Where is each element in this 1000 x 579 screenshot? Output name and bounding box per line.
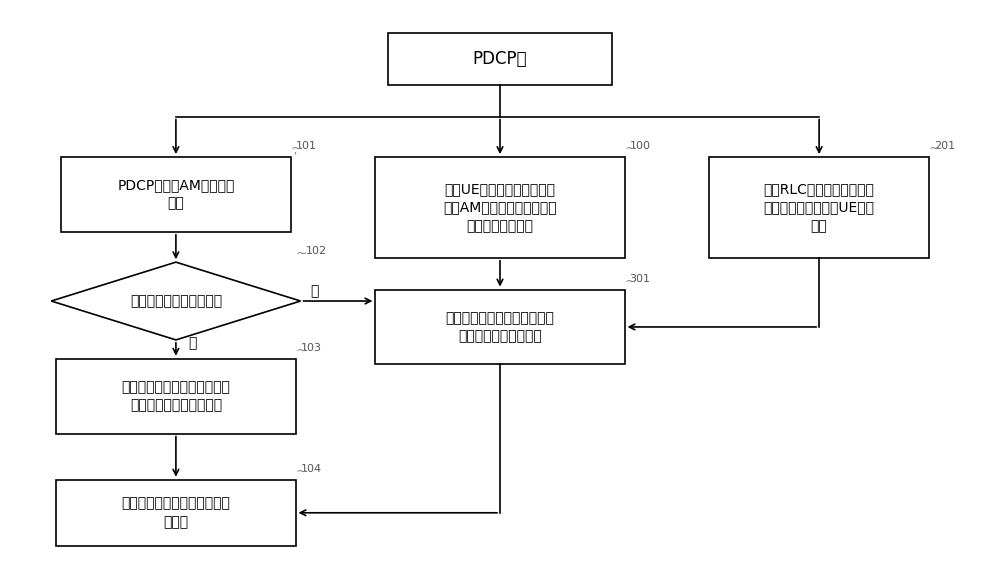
Polygon shape (51, 262, 301, 340)
Text: ~: ~ (296, 343, 307, 357)
Text: 201: 201 (934, 141, 955, 151)
Text: PDCP层收到AM业务的数
据包: PDCP层收到AM业务的数 据包 (117, 178, 235, 211)
FancyBboxPatch shape (56, 479, 296, 546)
Text: ~: ~ (929, 142, 940, 156)
Text: 100: 100 (630, 141, 651, 151)
FancyBboxPatch shape (388, 33, 612, 85)
Text: 103: 103 (301, 343, 322, 353)
Text: 将数据包缓存到缓存队列中已
存储的数据包所在的位置: 将数据包缓存到缓存队列中已 存储的数据包所在的位置 (121, 380, 230, 412)
Text: 缓存队列中是否存满数据: 缓存队列中是否存满数据 (130, 294, 222, 308)
Text: ~: ~ (296, 464, 307, 478)
Text: ~: ~ (625, 274, 636, 288)
Text: ~: ~ (625, 142, 636, 156)
FancyBboxPatch shape (709, 157, 929, 258)
FancyBboxPatch shape (375, 157, 625, 258)
Text: 301: 301 (630, 274, 651, 284)
Text: PDCP层: PDCP层 (473, 50, 527, 68)
FancyBboxPatch shape (61, 157, 291, 232)
Text: ~: ~ (296, 247, 307, 261)
FancyBboxPatch shape (56, 358, 296, 434)
Text: 否: 否 (311, 284, 319, 298)
Text: 根据RLC层的通知，释放缓
存队列中成功发送至UE的数
据包: 根据RLC层的通知，释放缓 存队列中成功发送至UE的数 据包 (764, 182, 875, 233)
FancyBboxPatch shape (375, 290, 625, 364)
Text: 根据UE的信道质量、位置信
息及AM下行业务流量，定时
调整缓存队列长度: 根据UE的信道质量、位置信 息及AM下行业务流量，定时 调整缓存队列长度 (443, 182, 557, 233)
Text: ~: ~ (291, 142, 302, 156)
Text: 104: 104 (301, 464, 322, 474)
Text: 101: 101 (296, 141, 317, 151)
Text: 将数据包缓存到缓存队列中空
余位置: 将数据包缓存到缓存队列中空 余位置 (121, 497, 230, 529)
Text: 根据缓存队列中数据包的缓存
时长，释放超时数据包: 根据缓存队列中数据包的缓存 时长，释放超时数据包 (446, 311, 554, 343)
Text: 102: 102 (306, 247, 327, 256)
Text: 是: 是 (188, 336, 196, 350)
